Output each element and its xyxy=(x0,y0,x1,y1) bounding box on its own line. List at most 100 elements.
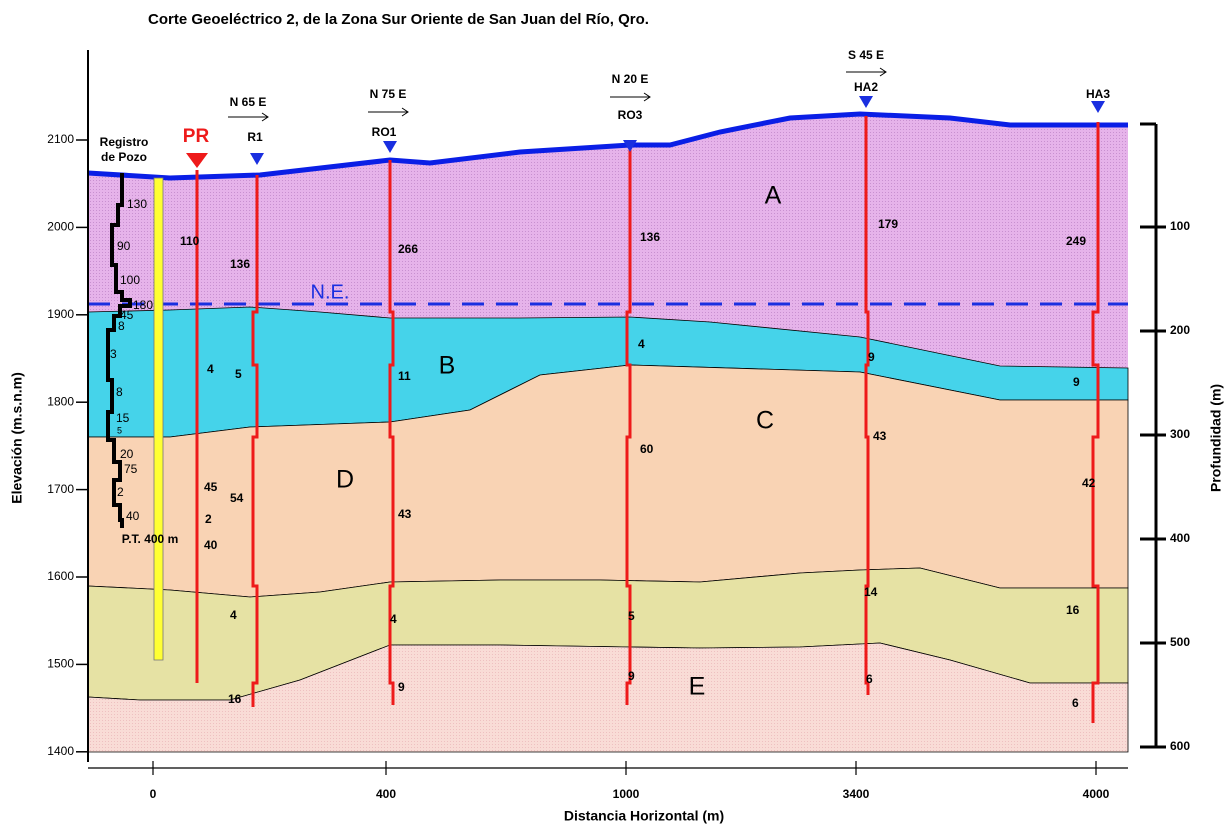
tick-label: 600 xyxy=(1170,739,1190,753)
direction: N 20 E xyxy=(612,72,649,86)
sounding-line xyxy=(251,175,259,707)
resistivity: 4 xyxy=(207,362,214,376)
resistivity: 249 xyxy=(1066,234,1086,248)
resistivity: 179 xyxy=(878,217,898,231)
station-marker xyxy=(859,96,873,108)
resistivity: 5 xyxy=(235,367,242,381)
well-log xyxy=(106,173,132,528)
surface xyxy=(87,111,1128,181)
resistivity: 9 xyxy=(398,680,405,694)
resistivity: 6 xyxy=(866,672,873,686)
resistivity: 16 xyxy=(228,692,242,706)
station-name: RO1 xyxy=(372,125,397,139)
tick-label: 500 xyxy=(1170,635,1190,649)
well-value: 40 xyxy=(126,509,140,523)
well-title: de Pozo xyxy=(101,150,147,164)
resistivity: 4 xyxy=(230,608,237,622)
title: Corte Geoeléctrico 2, de la Zona Sur Ori… xyxy=(148,11,649,28)
direction: N 75 E xyxy=(370,87,407,101)
tick-label: 3400 xyxy=(843,787,870,801)
sounding-line xyxy=(864,116,870,695)
resistivity: 40 xyxy=(204,538,218,552)
resistivity: 136 xyxy=(230,257,250,271)
tick-label: 1600 xyxy=(47,569,74,583)
resistivity: 14 xyxy=(864,585,878,599)
tick-label: 0 xyxy=(150,787,157,801)
direction-arrowhead xyxy=(879,67,887,77)
resistivity: 4 xyxy=(390,612,397,626)
resistivity: 5 xyxy=(628,609,635,623)
sounding-line xyxy=(625,147,632,705)
y-axis-label: Elevación (m.s.n.m) xyxy=(9,372,25,503)
resistivity: 4 xyxy=(638,337,645,351)
station-name: PR xyxy=(183,126,210,147)
resistivity: 60 xyxy=(640,442,654,456)
resistivity: 43 xyxy=(398,507,412,521)
tick-label: 1800 xyxy=(47,394,74,408)
x-axis-label: Distancia Horizontal (m) xyxy=(564,808,724,824)
well-value: 20 xyxy=(120,447,134,461)
tick-label: 200 xyxy=(1170,323,1190,337)
station-marker xyxy=(623,140,637,152)
station-name: RO3 xyxy=(618,108,643,122)
well-title: Registro xyxy=(100,135,149,149)
resistivity: 136 xyxy=(640,230,660,244)
tick-label: 1500 xyxy=(47,657,74,671)
tick-label: 300 xyxy=(1170,427,1190,441)
station-marker xyxy=(1091,101,1105,113)
resistivity: 43 xyxy=(873,429,887,443)
well-value: 100 xyxy=(120,273,140,287)
resistivity: 45 xyxy=(204,480,218,494)
well-value: 90 xyxy=(117,239,131,253)
sounding-line xyxy=(388,160,395,705)
well-depth: P.T. 400 m xyxy=(122,532,178,546)
resistivity: 266 xyxy=(398,242,418,256)
layer-label: A xyxy=(765,182,782,210)
tick-label: 1700 xyxy=(47,482,74,496)
well-value: 75 xyxy=(124,462,138,476)
layer xyxy=(87,642,1129,753)
layer-label: D xyxy=(336,466,354,494)
station-marker xyxy=(383,141,397,153)
tick-label: 400 xyxy=(376,787,396,801)
resistivity: 9 xyxy=(628,669,635,683)
well-value: 8 xyxy=(118,319,125,333)
station-name: HA3 xyxy=(1086,87,1110,101)
tick-label: 1400 xyxy=(47,744,74,758)
resistivity: 54 xyxy=(230,491,244,505)
direction-arrowhead xyxy=(401,107,409,117)
tick-label: 100 xyxy=(1170,219,1190,233)
tick-label: 1900 xyxy=(47,307,74,321)
tick-label: 2100 xyxy=(47,132,74,146)
station-marker xyxy=(186,153,208,168)
well-value: 3 xyxy=(110,347,117,361)
tick-label: 400 xyxy=(1170,531,1190,545)
station-name: R1 xyxy=(247,130,263,144)
tick-label: 1000 xyxy=(613,787,640,801)
station-name: HA2 xyxy=(854,80,878,94)
well-casing xyxy=(153,177,164,661)
tick-label: 4000 xyxy=(1083,787,1110,801)
well-value: 180 xyxy=(133,298,153,312)
direction: N 65 E xyxy=(230,95,267,109)
resistivity: 110 xyxy=(180,234,200,248)
well-value: 5 xyxy=(117,425,122,435)
direction: S 45 E xyxy=(848,48,884,62)
well-value: 45 xyxy=(120,308,134,322)
well-value: 130 xyxy=(127,197,147,211)
resistivity: 9 xyxy=(1073,375,1080,389)
station-marker xyxy=(250,153,264,165)
tick-label: 2000 xyxy=(47,220,74,234)
resistivity: 2 xyxy=(205,512,212,526)
well-value: 15 xyxy=(116,411,130,425)
resistivity: 11 xyxy=(398,369,411,383)
layers xyxy=(87,114,1129,753)
layer-label: B xyxy=(439,352,456,380)
layer-label: E xyxy=(689,673,706,701)
layer-label: C xyxy=(756,407,774,435)
sounding-line xyxy=(1091,122,1100,723)
direction-arrowhead xyxy=(261,112,269,122)
resistivity: 6 xyxy=(1072,696,1079,710)
direction-arrowhead xyxy=(643,92,651,102)
